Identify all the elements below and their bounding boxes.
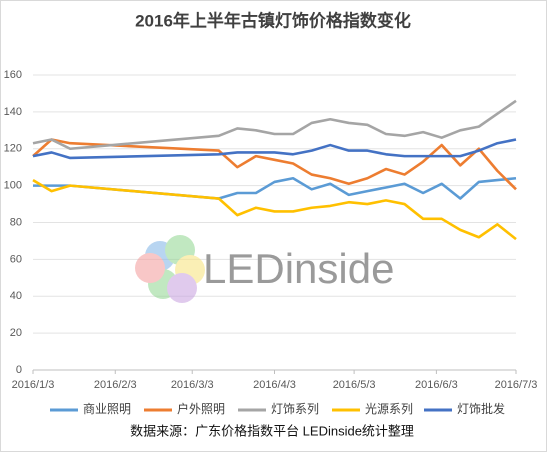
y-tick-label: 120 [4,143,22,155]
x-tick-label: 2016/3/3 [171,379,214,391]
source-note: 数据来源：广东价格指数平台 LEDinside统计整理 [130,423,414,438]
x-tick-label: 2016/7/3 [495,379,538,391]
series-line [32,178,517,241]
x-tick-label: 2016/6/3 [415,379,458,391]
x-tick-label: 2016/2/3 [94,379,137,391]
y-tick-label: 40 [10,290,22,302]
legend-label: 光源系列 [365,402,413,416]
y-tick-label: 80 [10,216,22,228]
y-tick-label: 60 [10,253,22,265]
y-tick-label: 20 [10,327,22,339]
watermark: LEDinside [203,245,394,292]
y-tick-label: 0 [16,364,22,376]
series-line [32,138,517,160]
chart-title: 2016年上半年古镇灯饰价格指数变化 [135,10,411,30]
legend-label: 商业照明 [83,401,131,416]
y-tick-label: 160 [4,69,22,81]
legend-label: 灯饰系列 [271,402,319,416]
watermark-logo [135,235,205,303]
x-tick-label: 2016/4/3 [253,379,296,391]
y-tick-label: 100 [4,180,22,192]
x-tick-label: 2016/5/3 [333,379,376,391]
series-line [33,176,517,200]
legend-label: 灯饰批发 [457,401,505,416]
series-line [32,99,517,151]
x-tick-label: 2016/1/3 [12,379,55,391]
legend-label: 户外照明 [177,401,225,416]
y-tick-label: 140 [4,106,22,118]
